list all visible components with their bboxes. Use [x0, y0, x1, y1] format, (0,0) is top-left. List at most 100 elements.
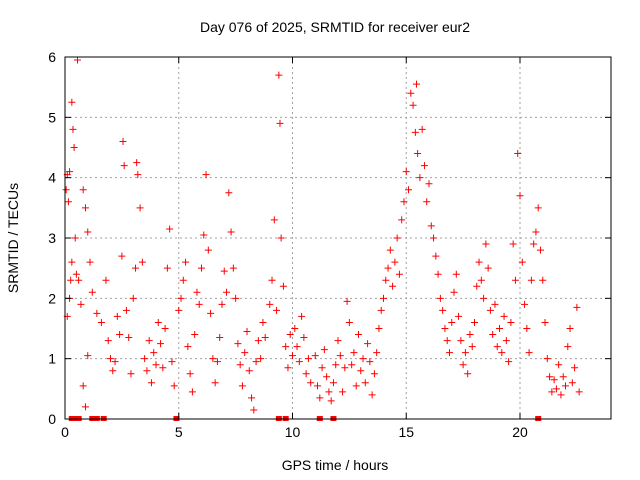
y-tick-label: 2: [48, 290, 56, 306]
data-point: [525, 349, 533, 357]
data-point: [332, 361, 340, 369]
data-point: [400, 198, 408, 206]
data-point: [229, 264, 237, 272]
data-point: [568, 379, 576, 387]
data-point: [291, 325, 299, 332]
data-point: [318, 364, 326, 372]
data-point: [141, 355, 149, 363]
data-point: [521, 300, 529, 308]
data-point: [157, 340, 165, 348]
data-point: [439, 306, 447, 314]
data-point: [198, 264, 205, 272]
data-point: [370, 370, 378, 378]
data-point: [450, 288, 458, 296]
data-point: [461, 349, 469, 357]
data-point: [79, 186, 87, 194]
data-point: [329, 379, 337, 387]
data-point: [523, 325, 531, 332]
data-point: [514, 150, 522, 158]
data-point: [220, 267, 228, 275]
y-axis-label: SRMTID / TECUs: [5, 183, 21, 293]
data-point: [391, 258, 399, 266]
data-point: [314, 382, 322, 390]
data-point: [393, 234, 401, 242]
data-point: [471, 318, 478, 326]
data-point: [97, 318, 105, 326]
data-point: [334, 337, 342, 345]
data-point: [493, 343, 501, 351]
data-point: [213, 358, 221, 366]
data-point: [339, 388, 347, 396]
data-point: [491, 300, 499, 308]
data-point: [480, 294, 488, 302]
data-point: [64, 198, 72, 206]
data-point: [102, 276, 110, 284]
data-point: [425, 180, 433, 188]
data-point: [245, 367, 253, 375]
data-point: [552, 385, 560, 393]
data-point: [407, 89, 415, 97]
data-point: [177, 294, 185, 302]
data-point: [298, 312, 306, 320]
data-point: [175, 306, 183, 314]
data-point: [138, 258, 146, 266]
x-tick-label: 15: [398, 424, 414, 440]
data-point: [564, 343, 572, 351]
data-point: [223, 288, 231, 296]
data-point: [289, 352, 296, 360]
data-point: [261, 334, 269, 342]
data-point: [509, 240, 517, 248]
x-tick-label: 10: [285, 424, 301, 440]
data-point: [389, 282, 397, 290]
data-point: [548, 388, 556, 396]
data-point: [104, 337, 112, 345]
data-point: [307, 379, 315, 387]
data-point: [484, 264, 492, 272]
data-point: [511, 276, 519, 284]
data-point: [559, 373, 567, 381]
data-point: [125, 334, 133, 342]
data-point: [575, 388, 583, 396]
data-point: [248, 394, 256, 402]
data-point: [136, 204, 144, 212]
data-point: [254, 337, 262, 345]
data-point: [200, 231, 208, 239]
data-point: [459, 361, 467, 369]
data-point: [432, 252, 440, 260]
data-point: [402, 168, 410, 176]
data-point: [316, 394, 324, 402]
y-tick-label: 5: [48, 109, 56, 125]
data-point: [427, 222, 435, 230]
data-point: [122, 306, 130, 314]
data-point: [293, 343, 301, 351]
data-point: [276, 119, 284, 127]
data-point: [380, 294, 387, 302]
data-point: [116, 331, 124, 339]
data-point: [68, 98, 76, 106]
data-point: [375, 325, 383, 332]
data-point: [441, 325, 449, 332]
data-point: [373, 349, 381, 357]
data-point: [436, 294, 444, 302]
data-point: [113, 312, 121, 320]
data-point: [486, 306, 494, 314]
data-point: [534, 204, 542, 212]
data-point: [386, 246, 394, 254]
data-point: [361, 379, 369, 387]
data-point: [67, 276, 75, 284]
data-point: [119, 137, 127, 145]
data-point: [434, 270, 442, 278]
data-point: [186, 370, 194, 378]
data-point: [134, 171, 142, 179]
data-point: [359, 355, 367, 363]
y-tick-label: 6: [48, 49, 56, 65]
data-point: [238, 382, 246, 390]
data-point: [562, 382, 569, 390]
data-point: [325, 388, 333, 396]
data-point: [234, 340, 242, 348]
data-point: [170, 382, 178, 390]
data-point: [555, 361, 563, 369]
data-point: [88, 288, 96, 296]
data-point: [286, 331, 294, 339]
